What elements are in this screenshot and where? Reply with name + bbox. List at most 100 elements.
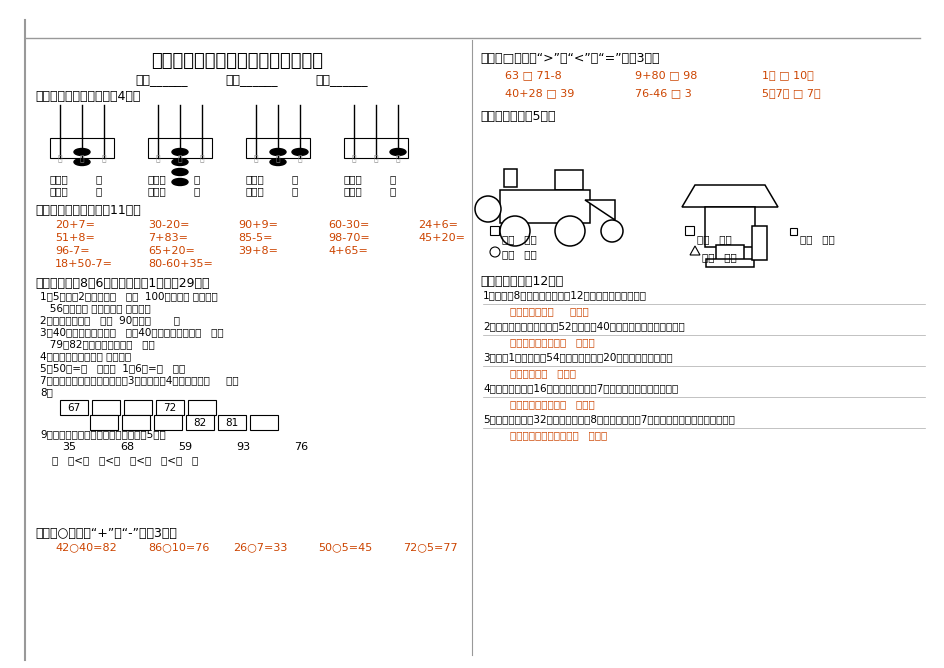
Text: 十: 十 (373, 154, 378, 163)
Text: 四、在○里填上“+”或“-”。（3分）: 四、在○里填上“+”或“-”。（3分） (35, 527, 177, 540)
Text: 5、50角=（   ）元，  1元6角=（   ）角: 5、50角=（ ）元， 1元6角=（ ）角 (40, 363, 185, 373)
Text: 答：兰兰还差（     ）錢。: 答：兰兰还差（ ）錢。 (510, 306, 588, 316)
Bar (704, 207, 754, 247)
Bar (122, 415, 150, 430)
Text: 72○5=77: 72○5=77 (402, 542, 457, 552)
Text: 班级______: 班级______ (135, 73, 187, 86)
Text: 90+9=: 90+9= (238, 220, 278, 230)
Text: 65+20=: 65+20= (148, 246, 194, 256)
Text: 读作（: 读作（ (344, 186, 362, 196)
Bar (154, 415, 182, 430)
Text: 个: 个 (297, 154, 302, 163)
Text: 2、学校举练运动队，男生52人，女生40人，女生比男生少多少人？: 2、学校举练运动队，男生52人，女生40人，女生比男生少多少人？ (482, 321, 684, 331)
Ellipse shape (74, 148, 90, 156)
Text: 写作（: 写作（ (344, 174, 362, 184)
Text: 4+65=: 4+65= (328, 246, 367, 256)
Text: 有（   ）个: 有（ ）个 (501, 249, 536, 259)
Ellipse shape (292, 148, 308, 156)
Polygon shape (682, 185, 777, 207)
Text: 三、填空（第8题6分，其它等祱1分，共29分）: 三、填空（第8题6分，其它等祱1分，共29分） (35, 277, 210, 290)
Text: 4、买一个文具盒16元，买一把铅笔列7元，两样都买需要多少錢？: 4、买一个文具盒16元，买一把铅笔列7元，两样都买需要多少錢？ (482, 383, 678, 393)
Bar (503, 169, 516, 187)
Text: 7+83=: 7+83= (148, 233, 188, 243)
Bar (499, 190, 589, 223)
Text: ）: ） (292, 186, 298, 196)
Text: 答：女生有（   ）人。: 答：女生有（ ）人。 (510, 368, 576, 378)
Text: 63 □ 71-8: 63 □ 71-8 (504, 70, 561, 80)
Text: 96-7=: 96-7= (55, 246, 90, 256)
Text: 3、二（1）班有学生54人，其中男生有20人，女生有多少人？: 3、二（1）班有学生54人，其中男生有20人，女生有多少人？ (482, 352, 672, 362)
Text: 3、40前面的一个数是（   ），40后面的一个数是（   ），: 3、40前面的一个数是（ ），40后面的一个数是（ ）， (40, 327, 224, 337)
Ellipse shape (172, 178, 188, 186)
Text: 六、数一数。（5分）: 六、数一数。（5分） (480, 110, 555, 123)
Text: 56里面有（ ）个十和（ ）个一。: 56里面有（ ）个十和（ ）个一。 (40, 303, 151, 313)
Bar (716, 245, 743, 261)
Bar (90, 415, 118, 430)
Text: 十: 十 (276, 154, 280, 163)
Ellipse shape (270, 148, 286, 156)
Text: 60-30=: 60-30= (328, 220, 369, 230)
Text: 读作（: 读作（ (148, 186, 166, 196)
Text: 30-20=: 30-20= (148, 220, 190, 230)
Text: 个: 个 (199, 154, 204, 163)
Text: 45+20=: 45+20= (417, 233, 464, 243)
Text: 26○7=33: 26○7=33 (233, 542, 287, 552)
Text: 百: 百 (351, 154, 356, 163)
Bar (188, 400, 216, 415)
Text: 76-46 □ 3: 76-46 □ 3 (634, 88, 691, 98)
Bar (751, 226, 767, 260)
Bar (684, 226, 693, 235)
Text: 写作（: 写作（ (148, 174, 166, 184)
Text: 68: 68 (120, 442, 134, 452)
Text: 9+80 □ 98: 9+80 □ 98 (634, 70, 697, 80)
Text: ）: ） (194, 186, 200, 196)
Text: 小学数学一年级下册期末综合测试卷: 小学数学一年级下册期末综合测试卷 (151, 52, 323, 70)
Text: 写作（: 写作（ (245, 174, 264, 184)
Text: 76: 76 (294, 442, 308, 452)
Text: 个: 个 (102, 154, 106, 163)
Bar (92, 400, 120, 415)
Circle shape (600, 220, 622, 242)
Text: 5、小明有图画䌧32本，第一次借出8本，第二次借出7本，小明的图画书少了多少本？: 5、小明有图画䌧32本，第一次借出8本，第二次借出7本，小明的图画书少了多少本？ (482, 414, 734, 424)
Text: 35: 35 (62, 442, 76, 452)
Text: 39+8=: 39+8= (238, 246, 278, 256)
Text: 答：两样都买需要（   ）元。: 答：两样都买需要（ ）元。 (510, 399, 594, 409)
Text: 72: 72 (163, 403, 177, 413)
Text: 五、在□里填上“>”、“<”或“=”。（3分）: 五、在□里填上“>”、“<”或“=”。（3分） (480, 52, 659, 65)
Text: 百: 百 (253, 154, 258, 163)
Bar (156, 400, 184, 415)
Text: 50○5=45: 50○5=45 (318, 542, 372, 552)
Text: 十: 十 (79, 154, 84, 163)
Text: 24+6=: 24+6= (417, 220, 458, 230)
Text: 67: 67 (67, 403, 80, 413)
Text: 82: 82 (194, 418, 207, 428)
Ellipse shape (390, 148, 406, 156)
Text: 1、5个一和2个十组成（   ），  100里面有（ ）个一，: 1、5个一和2个十组成（ ）， 100里面有（ ）个一， (40, 291, 217, 301)
Polygon shape (584, 200, 615, 220)
Text: 答：女生比男生少（   ）人。: 答：女生比男生少（ ）人。 (510, 337, 594, 347)
Bar (245, 138, 310, 158)
Bar (705, 259, 753, 267)
Bar (124, 400, 152, 415)
Text: 85-5=: 85-5= (238, 233, 272, 243)
Text: 98-70=: 98-70= (328, 233, 369, 243)
Ellipse shape (270, 158, 286, 166)
Text: 81: 81 (225, 418, 239, 428)
Text: 86○10=76: 86○10=76 (148, 542, 210, 552)
Bar (554, 170, 582, 190)
Text: 有（   ）个: 有（ ）个 (800, 234, 834, 244)
Text: ）: ） (390, 174, 396, 184)
Polygon shape (689, 246, 700, 255)
Ellipse shape (74, 158, 90, 166)
Text: ）: ） (194, 174, 200, 184)
Text: 有（   ）个: 有（ ）个 (701, 252, 736, 262)
Text: 答：小明的图画书少了（   ）本。: 答：小明的图画书少了（ ）本。 (510, 430, 607, 440)
Text: 20+7=: 20+7= (55, 220, 95, 230)
Text: 七、应用题。（12分）: 七、应用题。（12分） (480, 275, 563, 288)
Text: 51+8=: 51+8= (55, 233, 94, 243)
Bar (250, 415, 278, 430)
Text: ）: ） (390, 186, 396, 196)
Text: 写作（: 写作（ (50, 174, 69, 184)
Text: ）: ） (292, 174, 298, 184)
Text: 1、兰兰有8元錢，买一本面帤12元，兰兰还差多少錢？: 1、兰兰有8元錢，买一本面帤12元，兰兰还差多少錢？ (482, 290, 647, 300)
